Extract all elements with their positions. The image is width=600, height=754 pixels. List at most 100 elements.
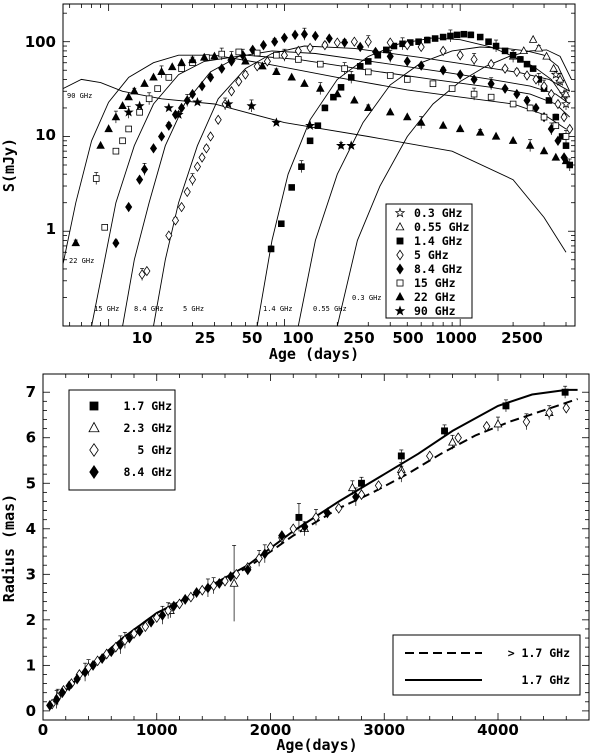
- p1-point-15-GHz: [448, 85, 456, 92]
- p1-point-8-4-GHz: [325, 33, 333, 44]
- p2-point-8-4-GHz: [352, 491, 360, 503]
- p1-point-1-4-GHz: [562, 142, 570, 149]
- p2-point-5-GHz: [164, 605, 172, 617]
- p1-point-1-4-GHz: [509, 51, 517, 59]
- p2-point-5-GHz: [232, 568, 241, 580]
- p1-point-1-4-GHz: [431, 35, 439, 42]
- p1-point-5-GHz: [306, 42, 314, 54]
- p1-point-22-GHz: [416, 117, 426, 126]
- flux-density-panel: 90 GHz 22 GHz 15 GHz 8.4 GHz 5 GHz 1.4 G…: [0, 3, 576, 363]
- p2-point-5-GHz: [198, 584, 206, 596]
- p1-point-22-GHz: [210, 51, 219, 60]
- p1-point-5-GHz: [263, 56, 271, 67]
- p1-point-5-GHz: [321, 39, 329, 51]
- legend-1-4ghz: 1.4 GHz: [414, 234, 463, 248]
- p2-point-8-4-GHz: [226, 571, 235, 583]
- p1-point-22-GHz: [241, 56, 250, 65]
- p1-point-5-GHz: [501, 63, 509, 74]
- p2-point-8-4-GHz: [204, 582, 212, 594]
- panel1-curve-labels: 90 GHz 22 GHz 15 GHz 8.4 GHz 5 GHz 1.4 G…: [67, 92, 382, 313]
- p1-point-5-GHz: [280, 50, 288, 61]
- p1-point-22-GHz: [71, 238, 81, 247]
- p1-point-8-4-GHz: [470, 74, 478, 85]
- legend-5ghz: 5 GHz: [414, 248, 449, 262]
- p1-point-22-GHz: [111, 112, 121, 121]
- p1-point-22-GHz: [118, 101, 127, 110]
- p2-point-5-GHz: [153, 612, 161, 624]
- p1-point-0-3-GHz: [561, 98, 571, 109]
- panel2-legend-box: [68, 389, 176, 491]
- p1-point-90-GHz: [271, 117, 282, 127]
- p1-point-15-GHz: [552, 122, 560, 129]
- p1-point-15-GHz: [154, 85, 161, 92]
- p1-point-22-GHz: [402, 112, 412, 121]
- p1-point-22-GHz: [227, 52, 236, 61]
- p2-point-8-4-GHz: [215, 577, 224, 589]
- xtick-25: 25: [195, 329, 216, 347]
- p2-point-5-GHz: [187, 591, 195, 603]
- legend-marker-0-3-GHz: [394, 207, 406, 218]
- p2-xtick-label-1000: 1000: [136, 721, 178, 739]
- p1-point-22-GHz: [149, 72, 158, 81]
- xtick-1000: 1000: [435, 329, 477, 347]
- p2-point-8-4-GHz: [116, 639, 125, 651]
- p1-point-15-GHz: [136, 109, 143, 116]
- p1-point-1-4-GHz: [545, 97, 553, 104]
- p1-point-8-4-GHz: [386, 51, 394, 62]
- p1-point-15-GHz: [429, 80, 437, 88]
- p2-point-5-GHz: [482, 420, 491, 432]
- p2-point-1-7-GHz: [397, 452, 405, 460]
- p1-point-22-GHz: [551, 152, 561, 161]
- panel1-legend-markers: [394, 207, 406, 316]
- p1-point-5-GHz: [417, 41, 425, 53]
- p2-point-5-GHz: [130, 628, 138, 639]
- p2-point-8-4-GHz: [147, 616, 155, 628]
- ytick-1: 1: [46, 220, 56, 238]
- p1-point-5-GHz: [138, 269, 146, 280]
- p1-point-8-4-GHz: [513, 88, 521, 100]
- p1-point-15-GHz: [295, 56, 302, 63]
- panel1-data-points: [71, 27, 574, 281]
- p1-point-8-4-GHz: [183, 95, 191, 106]
- p1-point-5-GHz: [386, 37, 394, 48]
- model-curve-5-GHz: [153, 45, 570, 326]
- legend-90ghz: 90 GHz: [414, 304, 456, 318]
- p2-point-5-GHz: [255, 552, 263, 564]
- panel2-line-legend-box: [392, 634, 581, 696]
- p2-point-8-4-GHz: [46, 699, 54, 711]
- model-curve-0-55-GHz: [297, 46, 571, 326]
- panel2-y-axis-title: Radius (mas): [0, 494, 18, 602]
- p2-point-5-GHz: [141, 621, 150, 633]
- model-curve-8-4-GHz: [122, 50, 570, 326]
- p2-point-8-4-GHz: [135, 625, 144, 637]
- p1-point-15-GHz: [92, 175, 100, 182]
- p1-point-8-4-GHz: [280, 32, 288, 43]
- p1-point-22-GHz: [350, 95, 359, 104]
- p1-point-5-GHz: [350, 36, 358, 47]
- p1-point-90-GHz: [305, 120, 316, 130]
- p1-point-8-4-GHz: [456, 69, 464, 80]
- p1-point-22-GHz: [385, 107, 395, 116]
- p1-point-0-55-GHz: [519, 46, 529, 54]
- p1-point-5-GHz: [333, 37, 341, 48]
- panel1-y-axis-title: S(mJy): [0, 138, 18, 192]
- p1-point-5-GHz: [214, 114, 222, 125]
- p1-point-22-GHz: [316, 83, 325, 92]
- p1-point-15-GHz: [364, 68, 372, 76]
- p1-point-8-4-GHz: [158, 131, 166, 142]
- p1-point-8-4-GHz: [149, 143, 158, 154]
- p1-point-22-GHz: [177, 57, 186, 66]
- p1-point-5-GHz: [253, 61, 261, 72]
- p1-point-1-4-GHz: [501, 47, 509, 55]
- p1-point-5-GHz: [235, 76, 243, 87]
- p1-point-8-4-GHz: [112, 237, 120, 249]
- p1-point-22-GHz: [300, 78, 309, 87]
- legend2-marker-8-4-GHz: [89, 465, 99, 479]
- p1-point-1-4-GHz: [314, 122, 322, 129]
- xtick-100: 100: [282, 329, 313, 347]
- p1-point-5-GHz: [560, 111, 568, 123]
- curve-label-90ghz: 90 GHz: [67, 92, 92, 100]
- p1-point-22-GHz: [96, 140, 105, 149]
- p1-point-8-4-GHz: [125, 201, 133, 213]
- curve-label-8-4ghz: 8.4 GHz: [134, 305, 164, 313]
